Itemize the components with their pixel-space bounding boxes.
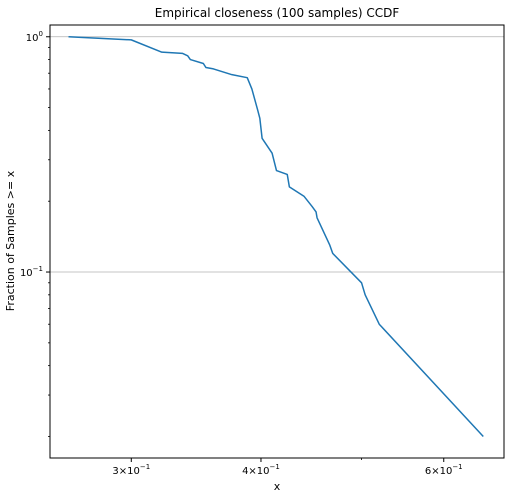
x-tick-label: 4×10−1 xyxy=(242,463,280,477)
y-tick-label: 10−1 xyxy=(20,265,43,279)
x-tick-label: 3×10−1 xyxy=(112,463,150,477)
x-tick-label: 6×10−1 xyxy=(425,463,463,477)
series-line xyxy=(68,36,484,437)
x-axis: 3×10−1 4×10−1 6×10−1 xyxy=(112,458,463,477)
grid-lines xyxy=(50,36,504,273)
plot-frame xyxy=(49,24,505,459)
y-axis-label: Fraction of Samples >= x xyxy=(4,170,17,311)
y-tick-label: 100 xyxy=(26,30,43,44)
chart-title: Empirical closeness (100 samples) CCDF xyxy=(155,6,400,20)
x-axis-label: x xyxy=(274,480,281,493)
series-group xyxy=(68,36,484,437)
y-axis: 100 10−1 xyxy=(20,30,50,437)
